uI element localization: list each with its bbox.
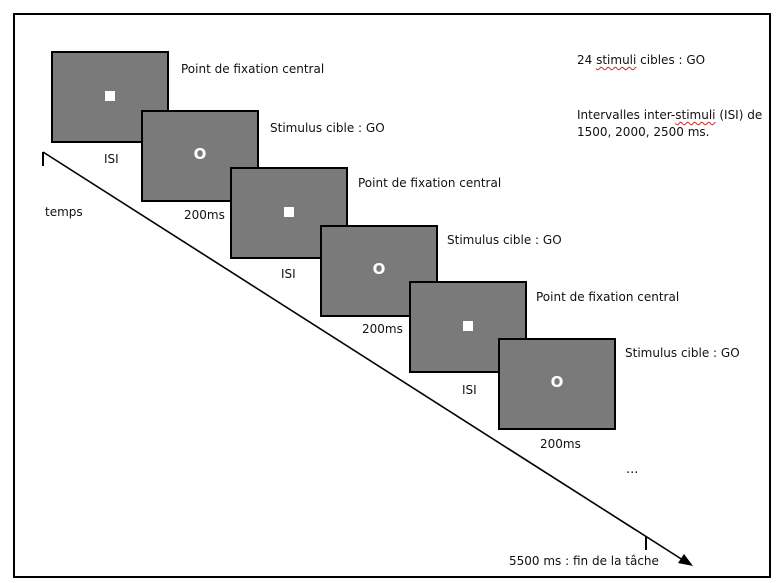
target-stimulus: O [372,260,386,278]
timeline-arrowhead [678,554,693,566]
target-stimulus: O [193,145,207,163]
timeline-axis [42,151,687,563]
isi-note-line1: Intervalles inter-stimuli (ISI) de [577,108,763,122]
fixation-point-icon [463,321,473,331]
end-label: 5500 ms : fin de la tâche [509,554,659,568]
isi-note-line2: 1500, 2000, 2500 ms. [577,125,710,139]
step-label: Point de fixation central [181,62,325,76]
continuation-ellipsis: ... [626,462,639,477]
step-label: Stimulus cible : GO [447,233,562,247]
target-stimulus: O [550,373,564,391]
step-duration: ISI [462,383,477,397]
step-duration: ISI [281,267,296,281]
step-label: Stimulus cible : GO [625,346,740,360]
step-label: Stimulus cible : GO [270,121,385,135]
step-duration: 200ms [540,437,581,451]
step-duration: 200ms [184,208,225,222]
step-duration: ISI [104,152,119,166]
step-duration: 200ms [362,322,403,336]
screen-target-3: O [498,338,616,430]
fixation-point-icon [284,207,294,217]
step-label: Point de fixation central [536,290,680,304]
diagram-frame [13,13,771,578]
time-axis-label: temps [45,205,83,219]
step-label: Point de fixation central [358,176,502,190]
fixation-point-icon [105,91,115,101]
go-count-note: 24 stimuli cibles : GO [577,53,706,67]
